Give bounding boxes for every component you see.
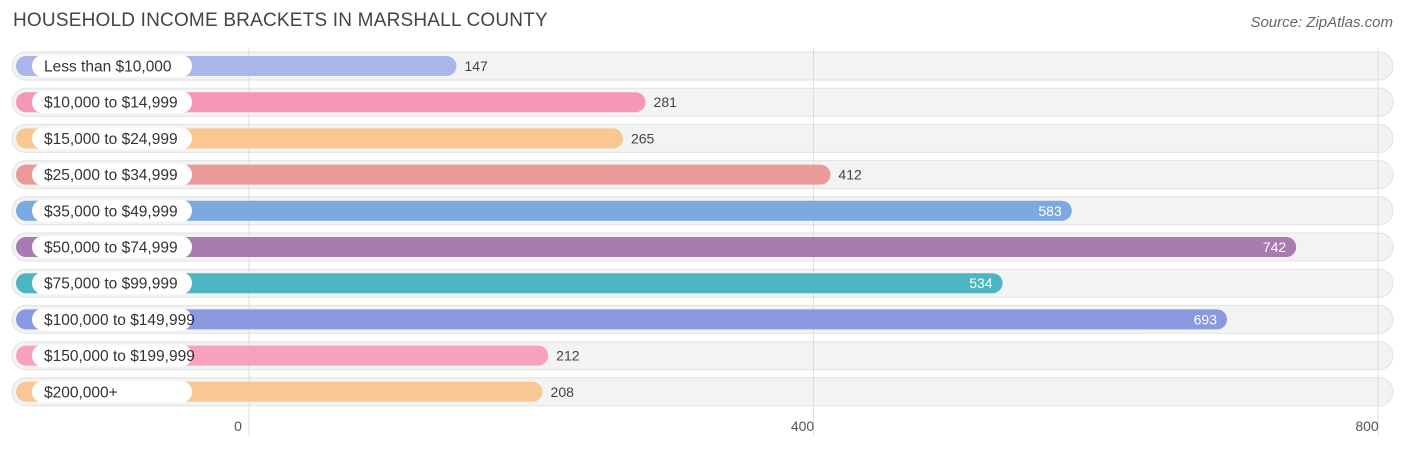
- category-label-pill: [32, 272, 192, 295]
- value-label: 265: [631, 130, 655, 146]
- bar: [16, 164, 831, 185]
- category-label-pill: [32, 199, 192, 222]
- category-label-pill: [32, 344, 192, 367]
- x-tick-label: 400: [791, 418, 815, 434]
- bar: [16, 200, 1072, 221]
- bar: [16, 237, 1297, 257]
- bar: [16, 273, 1003, 294]
- category-label-pill: [32, 380, 192, 403]
- category-label: $150,000 to $199,999: [44, 348, 195, 365]
- category-label: $35,000 to $49,999: [44, 203, 178, 220]
- category-label-pill: [32, 236, 192, 258]
- value-label: 212: [556, 348, 580, 364]
- value-label: 742: [1263, 239, 1287, 255]
- chart-title: HOUSEHOLD INCOME BRACKETS IN MARSHALL CO…: [13, 10, 548, 31]
- value-label: 208: [551, 384, 575, 400]
- value-label: 281: [654, 94, 678, 110]
- category-label-pill: [32, 91, 192, 114]
- bar: [16, 309, 1227, 330]
- x-tick-label: 0: [234, 418, 242, 434]
- category-label-pill: [32, 308, 192, 331]
- category-label: $50,000 to $74,999: [44, 240, 178, 257]
- value-label: 147: [464, 58, 488, 74]
- value-label: 534: [969, 275, 993, 291]
- category-label: $200,000+: [44, 384, 118, 401]
- value-label: 412: [838, 167, 862, 183]
- category-label: $10,000 to $14,999: [44, 95, 178, 112]
- source-note: Source: ZipAtlas.com: [1250, 14, 1393, 31]
- category-label: Less than $10,000: [44, 59, 172, 76]
- category-label: $100,000 to $149,999: [44, 312, 195, 329]
- x-tick-label: 800: [1355, 418, 1379, 434]
- category-label: $25,000 to $34,999: [44, 167, 178, 184]
- category-label: $15,000 to $24,999: [44, 131, 178, 148]
- category-label-pill: [32, 55, 192, 77]
- value-label: 693: [1194, 311, 1218, 327]
- category-label-pill: [32, 127, 192, 150]
- category-label: $75,000 to $99,999: [44, 276, 178, 293]
- category-label-pill: [32, 163, 192, 186]
- value-label: 583: [1038, 203, 1062, 219]
